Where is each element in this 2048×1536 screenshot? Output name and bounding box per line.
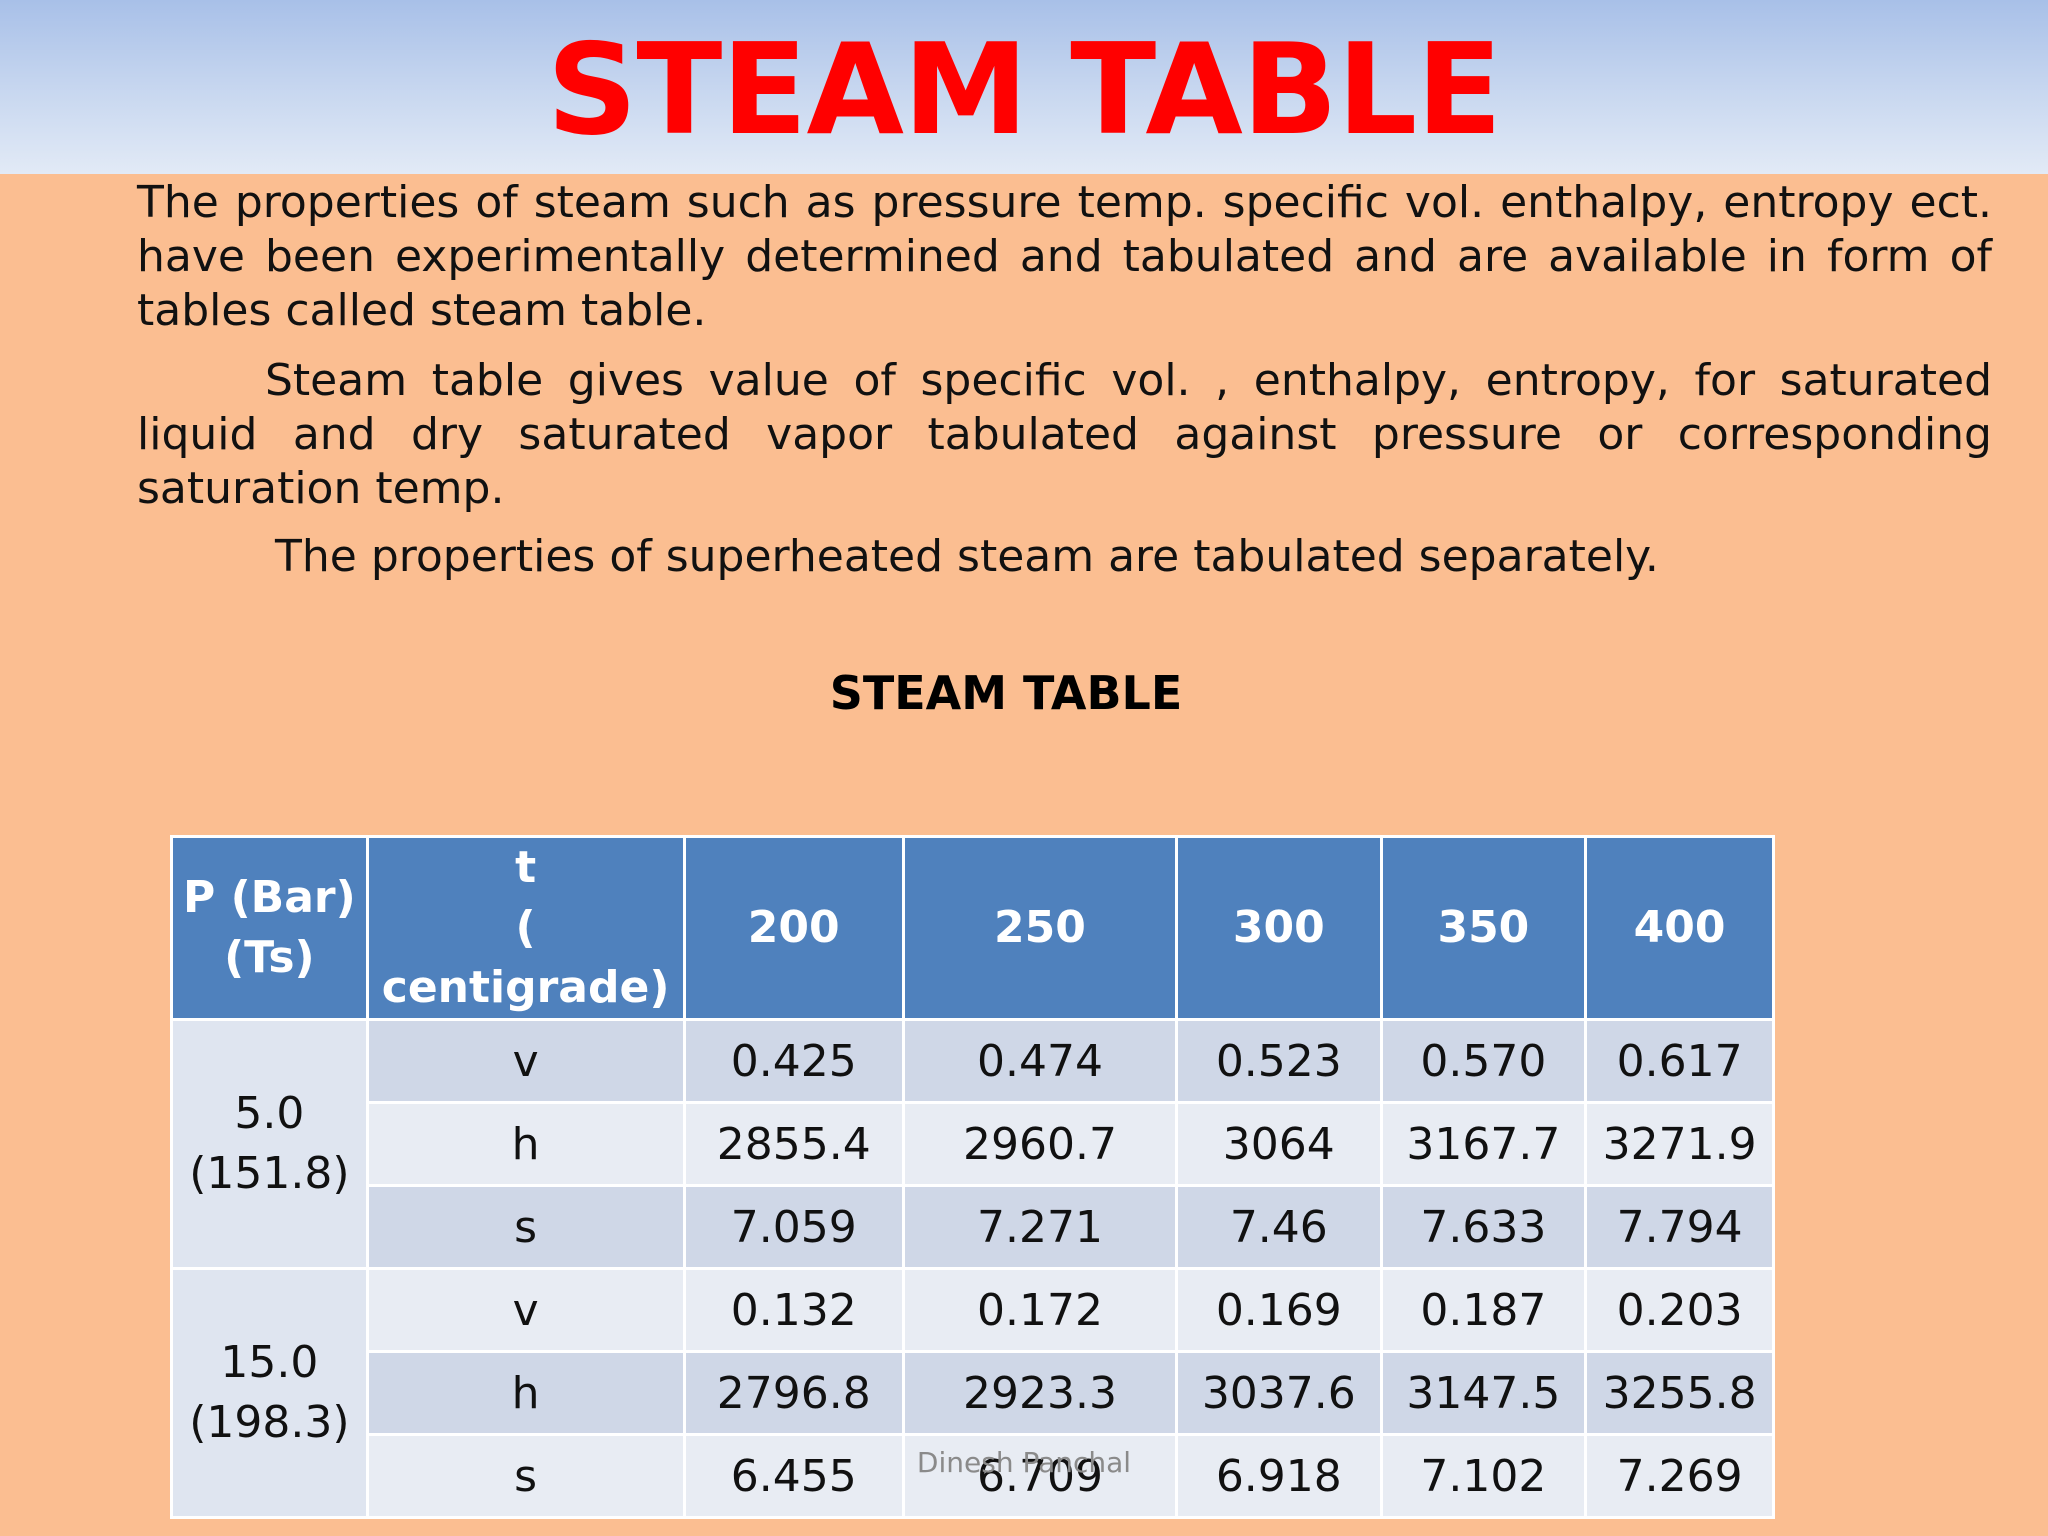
table-cell: 2855.4 (682, 1101, 905, 1187)
slide-title: STEAM TABLE (546, 16, 1503, 163)
table-row: h 2796.8 2923.3 3037.6 3147.5 3255.8 (172, 1350, 1775, 1436)
table-cell: 0.132 (682, 1267, 905, 1353)
paragraph-intro: The properties of steam such as pressure… (137, 177, 1992, 336)
table-cell: 3037.6 (1175, 1350, 1383, 1436)
table-cell: 7.102 (1379, 1433, 1588, 1519)
table-header-row: P (Bar) (Ts) t ( centigrade) 200 250 300… (170, 835, 1775, 1021)
table-cell: 0.617 (1584, 1018, 1775, 1104)
header-temperature-symbol: t (515, 842, 537, 893)
title-banner (0, 0, 2048, 174)
pressure-cell: 5.0 (151.8) (170, 1018, 369, 1270)
table-cell: 7.059 (682, 1184, 905, 1270)
header-temp-200: 200 (682, 835, 905, 1021)
table-cell: 7.633 (1379, 1184, 1588, 1270)
table-cell: 3167.7 (1379, 1101, 1588, 1187)
header-temp-400: 400 (1584, 835, 1775, 1021)
header-temp-350: 350 (1379, 835, 1588, 1021)
table-cell: 7.46 (1175, 1184, 1383, 1270)
saturation-temp-value: (198.3) (189, 1397, 350, 1448)
pressure-cell: 15.0 (198.3) (170, 1267, 369, 1519)
table-cell: 0.474 (901, 1018, 1179, 1104)
property-label: s (365, 1433, 686, 1519)
table-cell: 0.425 (682, 1018, 905, 1104)
table-cell: 0.187 (1379, 1267, 1588, 1353)
steam-table: P (Bar) (Ts) t ( centigrade) 200 250 300… (170, 835, 1775, 1519)
table-cell: 0.169 (1175, 1267, 1383, 1353)
table-row: 5.0 (151.8) v 0.425 0.474 0.523 0.570 0.… (170, 1018, 1775, 1270)
table-cell: 0.523 (1175, 1018, 1383, 1104)
header-pressure-label: P (Bar) (183, 872, 356, 923)
table-cell: 6.455 (682, 1433, 905, 1519)
table-cell: 7.271 (901, 1184, 1179, 1270)
pressure-value: 15.0 (220, 1337, 319, 1388)
table-cell: 0.570 (1379, 1018, 1588, 1104)
property-label: v (365, 1018, 686, 1104)
author-footer: Dinesh Panchal (916, 1446, 1132, 1479)
property-label: h (365, 1350, 686, 1436)
saturation-temp-value: (151.8) (189, 1148, 350, 1199)
table-cell: 7.794 (1584, 1184, 1775, 1270)
table-cell: 3255.8 (1584, 1350, 1775, 1436)
pressure-value: 5.0 (234, 1088, 305, 1139)
header-temperature-unit: ( centigrade) (381, 902, 670, 1013)
table-cell: 7.269 (1584, 1433, 1775, 1519)
table-row: s 6.455 6.709 6.918 7.102 7.269 (172, 1433, 1775, 1519)
header-temp-300: 300 (1175, 835, 1383, 1021)
table-cell: 2796.8 (682, 1350, 905, 1436)
header-pressure: P (Bar) (Ts) (170, 835, 369, 1021)
paragraph-steam-table: Steam table gives value of specific vol.… (137, 355, 1992, 514)
table-cell: 3271.9 (1584, 1101, 1775, 1187)
header-temp-250: 250 (901, 835, 1179, 1021)
table-cell: 0.203 (1584, 1267, 1775, 1353)
table-row: 15.0 (198.3) v 0.132 0.172 0.169 0.187 0… (170, 1267, 1775, 1519)
table-row: s 7.059 7.271 7.46 7.633 7.794 (172, 1184, 1775, 1270)
table-cell: 0.172 (901, 1267, 1179, 1353)
table-cell: 3064 (1175, 1101, 1383, 1187)
table-row: h 2855.4 2960.7 3064 3167.7 3271.9 (172, 1101, 1775, 1187)
header-saturation-temp-label: (Ts) (224, 932, 315, 983)
table-title: STEAM TABLE (829, 666, 1183, 720)
property-label: v (365, 1267, 686, 1353)
property-label: s (365, 1184, 686, 1270)
table-cell: 6.709 (901, 1433, 1179, 1519)
table-cell: 3147.5 (1379, 1350, 1588, 1436)
table-cell: 6.918 (1175, 1433, 1383, 1519)
header-temperature: t ( centigrade) (365, 835, 686, 1021)
paragraph-superheated: The properties of superheated steam are … (275, 531, 1659, 582)
property-label: h (365, 1101, 686, 1187)
table-cell: 2960.7 (901, 1101, 1179, 1187)
table-cell: 2923.3 (901, 1350, 1179, 1436)
